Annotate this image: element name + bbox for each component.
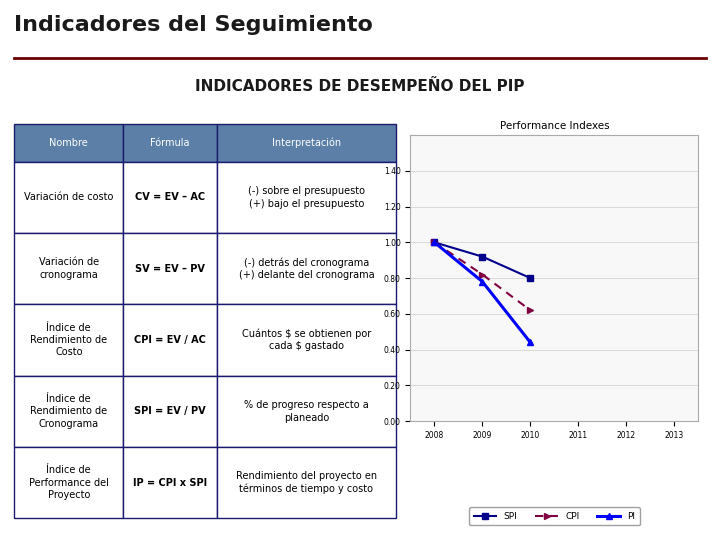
PI	[430, 239, 438, 246]
Bar	[14, 233, 123, 305]
Text: Índice de
Rendimiento de
Cronograma: Índice de Rendimiento de Cronograma	[30, 394, 107, 429]
SPI	[478, 253, 487, 260]
Text: (-) detrás del cronograma
(+) delante del cronograma: (-) detrás del cronograma (+) delante de…	[238, 257, 374, 280]
Text: Nombre: Nombre	[50, 138, 88, 148]
PI	[478, 279, 487, 285]
Bar	[14, 124, 123, 161]
Text: % de progreso respecto a
planeado: % de progreso respecto a planeado	[244, 400, 369, 423]
SPI	[526, 275, 535, 281]
Line: PI: PI	[431, 240, 534, 345]
Text: CPI = EV / AC: CPI = EV / AC	[134, 335, 206, 345]
Bar	[123, 447, 217, 518]
Text: SV = EV – PV: SV = EV – PV	[135, 264, 204, 274]
Text: Indicadores del Seguimiento: Indicadores del Seguimiento	[14, 16, 373, 36]
Bar	[123, 124, 217, 161]
CPI	[430, 239, 438, 246]
Text: Fórmula: Fórmula	[150, 138, 189, 148]
Bar	[14, 447, 123, 518]
Title: Performance Indexes: Performance Indexes	[500, 122, 609, 131]
Text: Variación de
cronograma: Variación de cronograma	[39, 258, 99, 280]
Bar	[123, 376, 217, 447]
Bar	[14, 305, 123, 376]
Text: Rendimiento del proyecto en
términos de tiempo y costo: Rendimiento del proyecto en términos de …	[235, 471, 377, 494]
Bar	[217, 161, 396, 233]
Bar	[217, 124, 396, 161]
PI	[526, 339, 535, 346]
Line: SPI: SPI	[431, 240, 534, 281]
Text: Cuántos $ se obtienen por
cada $ gastado: Cuántos $ se obtienen por cada $ gastado	[242, 328, 371, 352]
Text: INDICADORES DE DESEMPEÑO DEL PIP: INDICADORES DE DESEMPEÑO DEL PIP	[195, 79, 525, 94]
CPI	[478, 271, 487, 278]
Text: IP = CPI x SPI: IP = CPI x SPI	[132, 478, 207, 488]
Bar	[123, 161, 217, 233]
SPI	[430, 239, 438, 246]
Bar	[217, 233, 396, 305]
Line: CPI: CPI	[431, 240, 534, 313]
Text: CV = EV – AC: CV = EV – AC	[135, 192, 205, 202]
Legend: SPI, CPI, PI: SPI, CPI, PI	[469, 508, 639, 525]
CPI	[526, 307, 535, 314]
Text: Índice de
Performance del
Proyecto: Índice de Performance del Proyecto	[29, 465, 109, 500]
Bar	[123, 233, 217, 305]
Bar	[217, 376, 396, 447]
Text: Interpretación: Interpretación	[271, 138, 341, 148]
Text: Índice de
Rendimiento de
Costo: Índice de Rendimiento de Costo	[30, 322, 107, 357]
Text: (-) sobre el presupuesto
(+) bajo el presupuesto: (-) sobre el presupuesto (+) bajo el pre…	[248, 186, 365, 208]
Text: Variación de costo: Variación de costo	[24, 192, 114, 202]
Bar	[217, 447, 396, 518]
Bar	[217, 305, 396, 376]
Bar	[14, 376, 123, 447]
Bar	[123, 305, 217, 376]
Text: SPI = EV / PV: SPI = EV / PV	[134, 407, 206, 416]
Bar	[14, 161, 123, 233]
